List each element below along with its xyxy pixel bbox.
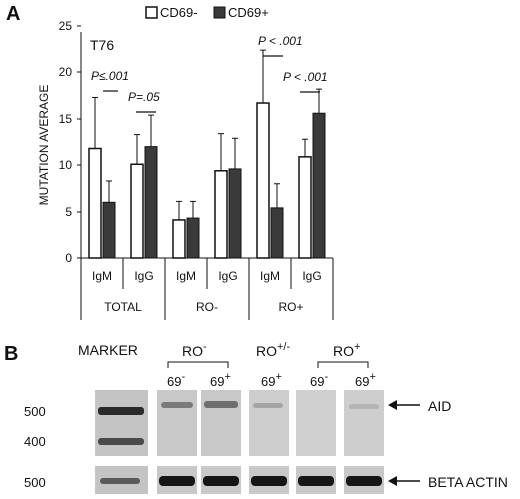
marker-band-500 [98, 407, 144, 415]
lane-label-2: 69+ [210, 371, 231, 389]
x-label-igm-ro-neg: IgM [176, 269, 196, 283]
group-header-ro-het: RO+/- [256, 341, 290, 359]
legend-label-cd69-pos: CD69+ [228, 5, 269, 20]
legend: CD69- CD69+ [145, 5, 269, 20]
actin-band-5 [346, 476, 382, 486]
aid-band-3 [253, 403, 283, 408]
x-label-igm-ro-pos: IgM [260, 269, 280, 283]
group-label-ro-neg: RO- [196, 300, 218, 314]
gel-lane-3 [249, 390, 289, 456]
marker-band-400 [98, 438, 144, 445]
bar-cd69-pos-ro-neg-igg [228, 168, 242, 259]
bar-cd69-neg-ro-pos-igm [256, 102, 270, 259]
gel-lane-4 [296, 390, 336, 456]
y-tick-labels: 0 5 10 15 20 25 [59, 19, 73, 265]
x-label-igg-total: IgG [134, 269, 153, 283]
lane-label-1: 69- [167, 371, 185, 389]
group-header-ro-neg: RO- [182, 341, 207, 359]
pvalue-total-igm: P≤.001 [91, 69, 129, 83]
bar-cd69-neg-total-igg [130, 163, 144, 259]
group-bracket-ro-pos [317, 361, 369, 368]
group-label-total: TOTAL [104, 300, 142, 314]
plot-frame [77, 25, 334, 320]
aid-arrow-icon [388, 400, 397, 410]
aid-band-1 [161, 402, 193, 408]
group-header-ro-pos: RO+ [333, 341, 360, 359]
aid-band-5 [349, 404, 379, 409]
actin-arrow-icon [388, 476, 397, 486]
legend-swatch-cd69-neg [145, 6, 158, 19]
lane-label-4: 69- [310, 371, 328, 389]
x-label-igg-ro-neg: IgG [218, 269, 237, 283]
y-tick-15: 15 [59, 112, 73, 126]
pvalue-ro-pos-igg: P < .001 [283, 70, 328, 84]
actin-band-4 [298, 476, 334, 486]
bar-cd69-neg-ro-pos-igg [298, 156, 312, 259]
panel-b-letter: B [4, 343, 18, 365]
group-bracket-ro-neg [167, 361, 229, 368]
bar-cd69-neg-ro-neg-igm [172, 219, 186, 259]
bar-cd69-pos-ro-pos-igm [270, 207, 284, 259]
beta-actin-label: BETA ACTIN [428, 474, 508, 490]
bar-cd69-pos-ro-pos-igg [312, 112, 326, 259]
aid-band-2 [204, 401, 238, 408]
bar-cd69-pos-total-igm [102, 201, 116, 259]
y-axis-label: MUTATION AVERAGE [37, 85, 51, 206]
actin-band-2 [203, 476, 239, 486]
gel-aid [95, 390, 384, 456]
actin-band-3 [251, 476, 287, 486]
y-tick-5: 5 [65, 205, 72, 219]
size-label-500-bottom: 500 [24, 475, 46, 490]
sample-label: T76 [90, 37, 114, 53]
panel-a-letter: A [6, 3, 20, 25]
lane-label-3: 69+ [261, 371, 282, 389]
size-label-400: 400 [24, 434, 46, 449]
y-tick-0: 0 [65, 251, 72, 265]
size-label-500-top: 500 [24, 404, 46, 419]
marker-label: MARKER [78, 342, 138, 358]
y-tick-20: 20 [59, 65, 73, 79]
actin-marker-band [100, 478, 140, 484]
gel-lane-marker [95, 390, 148, 456]
actin-band-1 [159, 476, 195, 486]
gel-lane-5 [344, 390, 384, 456]
bar-cd69-pos-total-igg [144, 146, 158, 259]
lane-label-5: 69+ [355, 371, 376, 389]
y-tick-25: 25 [59, 19, 73, 33]
gel-lane-2 [201, 390, 241, 456]
gel-lane-1 [157, 390, 197, 456]
y-tick-10: 10 [59, 158, 73, 172]
bar-series [88, 49, 326, 259]
aid-label: AID [428, 398, 451, 414]
bar-cd69-pos-ro-neg-igm [186, 217, 200, 259]
gel-beta-actin [95, 466, 384, 494]
x-label-igm-total: IgM [92, 269, 112, 283]
bar-cd69-neg-total-igm [88, 147, 102, 259]
group-label-ro-pos: RO+ [278, 300, 303, 314]
pvalue-total-igg: P=.05 [128, 90, 160, 104]
legend-swatch-cd69-pos [213, 6, 226, 19]
legend-label-cd69-neg: CD69- [160, 5, 198, 20]
pvalue-ro-pos-igm: P < .001 [258, 34, 303, 48]
bar-cd69-neg-ro-neg-igg [214, 170, 228, 259]
x-label-igg-ro-pos: IgG [302, 269, 321, 283]
